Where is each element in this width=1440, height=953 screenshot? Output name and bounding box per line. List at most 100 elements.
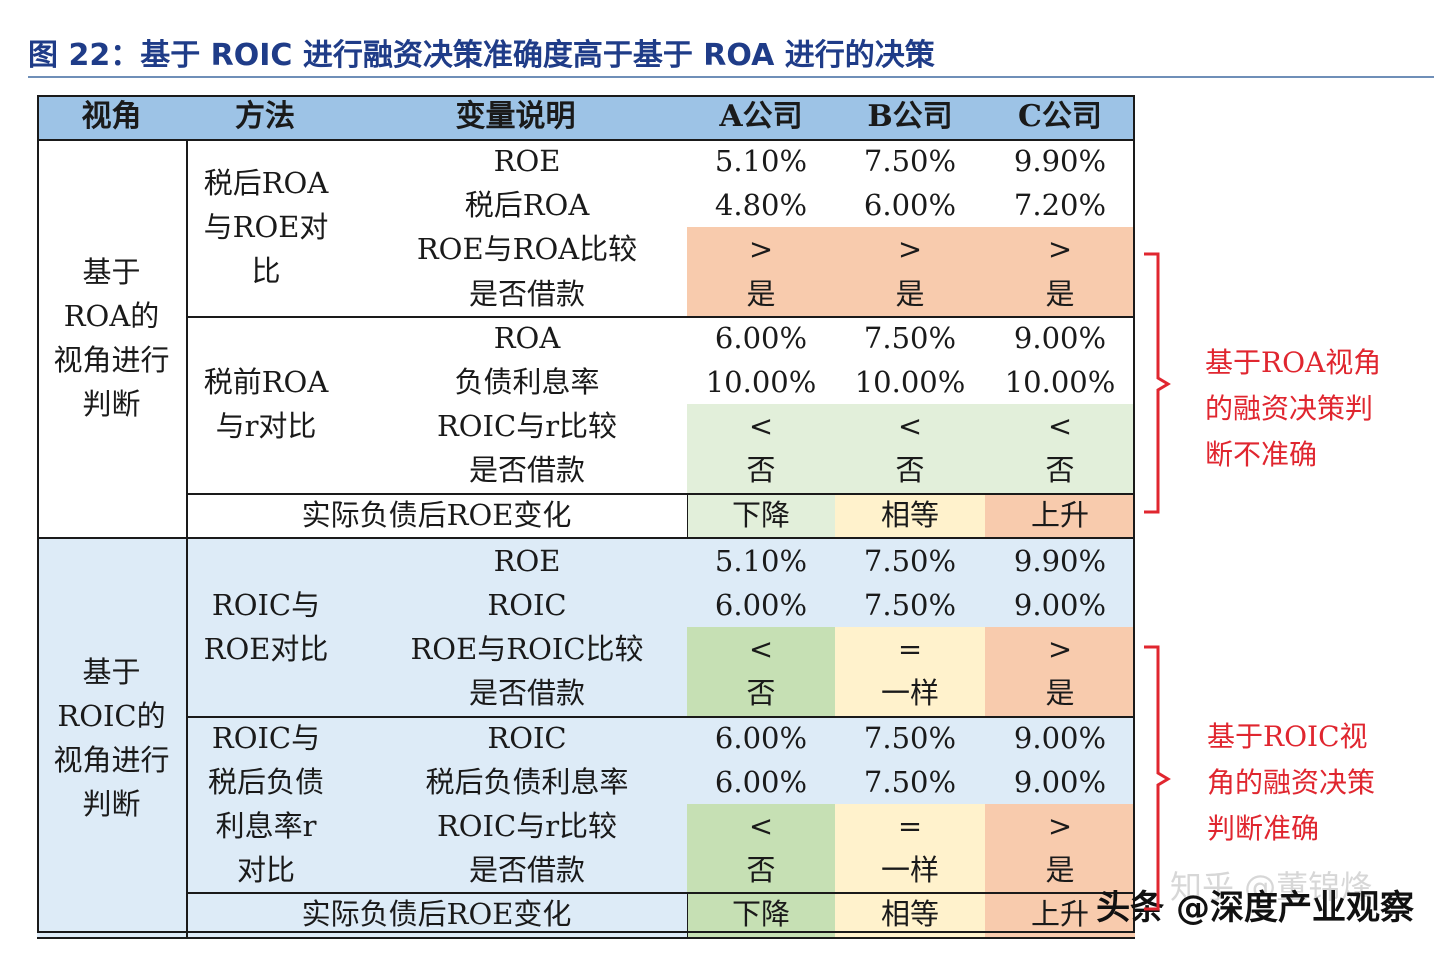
table-rule: [186, 492, 1135, 495]
roic-perspective-line: ROIC的: [57, 698, 166, 733]
roic-perspective-line: 判断: [82, 786, 141, 821]
roa-method1: 税后ROA 与ROE对比: [186, 139, 346, 316]
roa-var-label: ROA: [493, 320, 561, 355]
page-title: 图 22：基于 ROIC 进行融资决策准确度高于基于 ROA 进行的决策: [28, 38, 935, 73]
roa-var-label: ROIC与r比较: [436, 409, 618, 444]
roic-var-label: ROIC与r比较: [436, 809, 618, 844]
roic-cell-c: >: [985, 804, 1135, 849]
roa-perspective-line: 判断: [82, 386, 141, 421]
roa-var-label: 是否借款: [468, 276, 585, 311]
roa-cell-b: <: [835, 404, 985, 449]
roa-cell-c: 10.00%: [1004, 365, 1116, 400]
roa-cell-b: 10.00%: [854, 365, 966, 400]
table-rule: [687, 492, 688, 537]
header-method: 方法: [235, 99, 295, 134]
roic-cell-b: 7.50%: [863, 543, 957, 578]
roa-perspective-line: 视角进行: [53, 342, 170, 377]
roic-bracket-icon: [1144, 645, 1171, 911]
roa-cell-a: 10.00%: [705, 365, 817, 400]
table-rule: [186, 538, 188, 937]
roa-method2: 税前ROA 与r对比: [186, 316, 346, 493]
roa-perspective-line: 基于: [82, 254, 141, 289]
header-company-a: A公司: [719, 99, 803, 134]
roic-var-label: 是否借款: [468, 676, 585, 711]
roic-note-line: 角的融资决策: [1207, 766, 1376, 799]
roa-cell-c: 7.20%: [1013, 188, 1107, 223]
header-row: [37, 95, 1135, 139]
roa-method1-line: 税后ROA: [203, 166, 329, 201]
roa-note-line: 基于ROA视角: [1205, 346, 1382, 379]
roic-cell-b: 一样: [835, 671, 985, 716]
roic-cell-a: 6.00%: [714, 588, 808, 623]
roic-cell-c: 9.00%: [1013, 720, 1107, 755]
roa-cell-a: 5.10%: [714, 144, 808, 179]
table-frame-right: [1133, 95, 1135, 933]
roa-cell-c: >: [985, 227, 1135, 272]
roa-var-label: 是否借款: [468, 453, 585, 488]
roic-cell-b: 7.50%: [863, 588, 957, 623]
roic-perspective-line: 基于: [82, 654, 141, 689]
roic-note-line: 基于ROIC视: [1207, 720, 1368, 753]
roic-cell-a: 否: [687, 848, 835, 893]
table-frame-top: [37, 95, 1135, 97]
header-company-b: B公司: [867, 99, 953, 134]
roic-var-label: ROIC: [487, 720, 567, 755]
roa-cell-a: >: [687, 227, 835, 272]
roa-bracket-icon: [1144, 252, 1171, 514]
roic-cell-a: <: [687, 627, 835, 672]
roic-method2-line: 利息率r: [215, 808, 317, 843]
roic-method1: ROIC与 ROE对比: [186, 539, 346, 716]
roic-cell-c: 是: [985, 671, 1135, 716]
table-rule: [37, 536, 1135, 539]
table-rule: [186, 139, 188, 537]
roic-var-label: ROE: [493, 543, 561, 578]
roa-perspective-line: ROA的: [63, 298, 160, 333]
roic-cell-c: 9.90%: [1013, 543, 1107, 578]
roic-method2-line: 对比: [236, 852, 295, 887]
roic-note: 基于ROIC视 角的融资决策 判断准确: [1207, 714, 1375, 852]
roa-result-b: 相等: [835, 492, 985, 537]
roa-cell-a: 4.80%: [714, 188, 808, 223]
roic-cell-a: <: [687, 804, 835, 849]
faint-watermark: 知乎 @董锦烽: [1170, 868, 1373, 906]
roa-cell-a: 是: [687, 271, 835, 316]
roic-cell-b: 7.50%: [863, 720, 957, 755]
roic-var-label: ROIC: [487, 588, 567, 623]
roic-result-c: 上升: [985, 892, 1135, 937]
roic-cell-b: 一样: [835, 848, 985, 893]
roa-method2-line: 与r对比: [215, 409, 317, 444]
table-rule: [186, 715, 1135, 718]
roic-cell-c: >: [985, 627, 1135, 672]
roa-var-label: ROE: [493, 144, 561, 179]
roa-cell-b: 是: [835, 271, 985, 316]
table-frame-bottom: [37, 931, 1135, 933]
roic-cell-c: 9.00%: [1013, 764, 1107, 799]
header-rule: [37, 139, 1135, 141]
roic-cell-b: 7.50%: [863, 764, 957, 799]
roa-method1-line: 比: [251, 254, 281, 289]
roic-method1-line: ROIC与: [211, 588, 321, 623]
roic-cell-c: 9.00%: [1013, 588, 1107, 623]
roa-cell-c: 是: [985, 271, 1135, 316]
roic-note-line: 判断准确: [1207, 812, 1320, 845]
roa-note: 基于ROA视角 的融资决策判 断不准确: [1205, 340, 1381, 478]
roic-perspective-line: 视角进行: [53, 742, 170, 777]
roic-cell-a: 6.00%: [714, 720, 808, 755]
roa-perspective: 基于 ROA的视角进行判断: [37, 139, 186, 537]
roic-var-label: ROE与ROIC比较: [410, 632, 644, 667]
roa-cell-b: 7.50%: [863, 320, 957, 355]
roa-var-label: 税后ROA: [464, 188, 590, 223]
roa-cell-c: 否: [985, 448, 1135, 493]
roic-var-label: 税后负债利息率: [425, 764, 629, 799]
header-company-c: C公司: [1018, 99, 1102, 134]
table-rule: [687, 892, 688, 937]
title-rule: [28, 76, 1434, 78]
roic-cell-c: 是: [985, 848, 1135, 893]
roa-cell-a: <: [687, 404, 835, 449]
roa-var-label: ROE与ROA比较: [416, 232, 638, 267]
roic-var-label: 是否借款: [468, 853, 585, 888]
roa-note-line: 断不准确: [1205, 438, 1318, 471]
roic-result-label: 实际负债后ROE变化: [301, 897, 572, 932]
roic-method2-line: 税后负债: [207, 764, 324, 799]
roa-cell-c: 9.90%: [1013, 144, 1107, 179]
